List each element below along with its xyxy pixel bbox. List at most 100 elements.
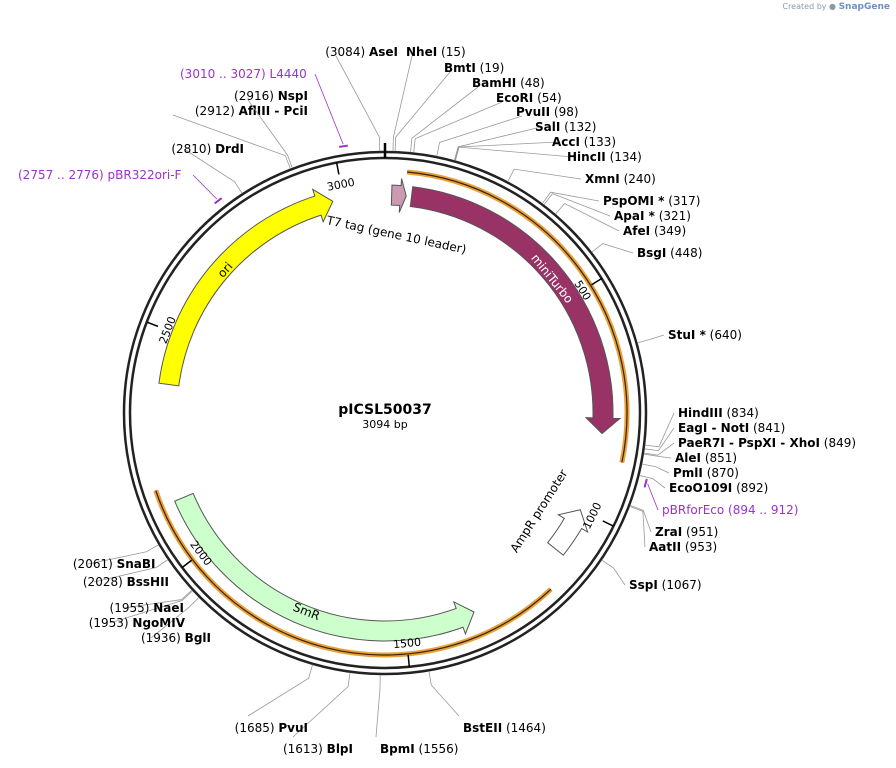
enzyme-label[interactable]: PspOMI * (317): [603, 194, 700, 208]
enzyme-position: (48): [516, 76, 544, 90]
enzyme-label[interactable]: BmtI (19): [444, 61, 504, 75]
primer-mark: [643, 478, 648, 488]
enzyme-label[interactable]: (1953) NgoMIV: [89, 616, 186, 630]
enzyme-leader-line: [644, 427, 675, 452]
enzyme-label[interactable]: (2810) DrdI: [171, 142, 244, 156]
enzyme-name: XmnI: [585, 172, 620, 186]
enzyme-label[interactable]: AleI (851): [675, 451, 737, 465]
enzyme-name: NaeI: [153, 601, 184, 615]
enzyme-label[interactable]: NheI (15): [406, 45, 466, 59]
primer-mark: [339, 144, 348, 148]
feature-label: T7 tag (gene 10 leader): [324, 213, 467, 257]
enzyme-position: (849): [820, 436, 856, 450]
enzyme-label[interactable]: BpmI (1556): [380, 742, 458, 756]
enzyme-leader-line: [454, 141, 559, 161]
enzyme-position: (448): [666, 246, 702, 260]
primer-label[interactable]: (3010 .. 3027) L4440: [180, 67, 307, 81]
enzyme-label[interactable]: (2912) AflIII - PciI: [195, 104, 308, 118]
enzyme-name: ZraI: [655, 525, 682, 539]
enzyme-position: (1556): [415, 742, 459, 756]
enzyme-label[interactable]: (1936) BglI: [141, 631, 211, 645]
enzyme-label[interactable]: SalI (132): [535, 120, 596, 134]
tick-label: 1500: [393, 636, 422, 652]
enzyme-label[interactable]: AccI (133): [552, 135, 616, 149]
enzyme-label[interactable]: (1685) PvuI: [235, 721, 308, 735]
enzyme-leader-line: [87, 544, 159, 565]
feature-ampr-promoter[interactable]: [546, 509, 589, 556]
enzyme-leader-line: [109, 590, 193, 624]
enzyme-label[interactable]: (2028) BssHII: [83, 575, 169, 589]
enzyme-label[interactable]: BsgI (448): [637, 246, 702, 260]
enzyme-label[interactable]: ZraI (951): [655, 525, 718, 539]
primer-leader-line: [314, 73, 344, 145]
enzyme-leader-line: [644, 412, 675, 448]
enzyme-name: PvuII: [516, 105, 550, 119]
enzyme-name: BamHI: [472, 76, 516, 90]
enzyme-leader-line: [375, 674, 381, 738]
enzyme-position: (1613): [283, 742, 327, 756]
enzyme-name: AatII: [649, 540, 681, 554]
enzyme-label[interactable]: HincII (134): [567, 150, 642, 164]
enzyme-label[interactable]: HindIII (834): [678, 406, 759, 420]
enzyme-name: AfeI: [623, 224, 650, 238]
enzyme-label[interactable]: EcoO109I (892): [669, 481, 768, 495]
enzyme-label[interactable]: BstEII (1464): [463, 721, 546, 735]
enzyme-leader-line: [183, 148, 243, 194]
enzyme-label[interactable]: (1955) NaeI: [110, 601, 184, 615]
enzyme-leader-line: [637, 334, 665, 344]
enzyme-label[interactable]: SspI (1067): [629, 578, 702, 592]
enzyme-name: BpmI: [380, 742, 415, 756]
enzyme-name: BlpI: [327, 742, 353, 756]
enzyme-name: NheI: [406, 45, 437, 59]
enzyme-label[interactable]: (3084) AseI: [325, 45, 398, 59]
feature-ori[interactable]: [158, 188, 334, 387]
enzyme-label[interactable]: StuI * (640): [668, 328, 742, 342]
enzyme-leader-line: [639, 475, 666, 489]
enzyme-position: (2912): [195, 104, 239, 118]
primer-label[interactable]: (2757 .. 2776) pBR322ori-F: [18, 168, 182, 182]
enzyme-label[interactable]: AfeI (349): [623, 224, 686, 238]
enzyme-leader-line: [172, 114, 291, 169]
feature-miniturbo[interactable]: [409, 186, 622, 435]
enzyme-position: (2916): [234, 89, 278, 103]
enzyme-label[interactable]: (2061) SnaBI: [73, 557, 156, 571]
enzyme-leader-line: [601, 559, 626, 586]
enzyme-label[interactable]: EagI - NotI (841): [678, 421, 785, 435]
enzyme-label[interactable]: AatII (953): [649, 540, 717, 554]
enzyme-position: (1464): [502, 721, 546, 735]
enzyme-label[interactable]: PvuII (98): [516, 105, 579, 119]
enzyme-label[interactable]: PaeR7I - PspXI - XhoI (849): [678, 436, 856, 450]
enzyme-position: (54): [533, 91, 561, 105]
enzyme-position: (321): [655, 209, 691, 223]
enzyme-label[interactable]: (2916) NspI: [234, 89, 308, 103]
enzyme-name: EcoO109I: [669, 481, 732, 495]
tick-mark: [407, 654, 411, 667]
enzyme-name: NspI: [278, 89, 308, 103]
enzyme-label[interactable]: BamHI (48): [472, 76, 545, 90]
enzyme-label[interactable]: (1613) BlpI: [283, 742, 353, 756]
enzyme-position: (640): [706, 328, 742, 342]
enzyme-label[interactable]: EcoRI (54): [496, 91, 562, 105]
enzyme-position: (15): [437, 45, 465, 59]
enzyme-label[interactable]: ApaI * (321): [614, 209, 691, 223]
enzyme-name: PaeR7I - PspXI - XhoI: [678, 436, 820, 450]
enzyme-position: (951): [682, 525, 718, 539]
feature-t7-tag-gene-10-leader-[interactable]: [390, 178, 407, 213]
enzyme-leader-line: [394, 71, 451, 152]
enzyme-leader-line: [247, 664, 313, 717]
enzyme-name: PmlI: [673, 466, 703, 480]
enzyme-leader-line: [629, 506, 646, 548]
enzyme-position: (349): [650, 224, 686, 238]
enzyme-label[interactable]: XmnI (240): [585, 172, 656, 186]
primer-range: (3010 .. 3027): [180, 67, 270, 81]
feature-smr[interactable]: [174, 492, 475, 642]
enzyme-label[interactable]: PmlI (870): [673, 466, 739, 480]
enzyme-position: (1955): [110, 601, 154, 615]
tick-mark: [146, 321, 159, 328]
primer-label[interactable]: pBRforEco (894 .. 912): [662, 503, 798, 517]
primer-labels: (3010 .. 3027) L4440 (2757 .. 2776) pBR32…: [18, 67, 798, 517]
enzyme-leader-line: [541, 191, 600, 204]
backbone-ring: [122, 143, 648, 676]
enzyme-leader-line: [630, 505, 652, 533]
tick-label: 1000: [580, 500, 604, 531]
